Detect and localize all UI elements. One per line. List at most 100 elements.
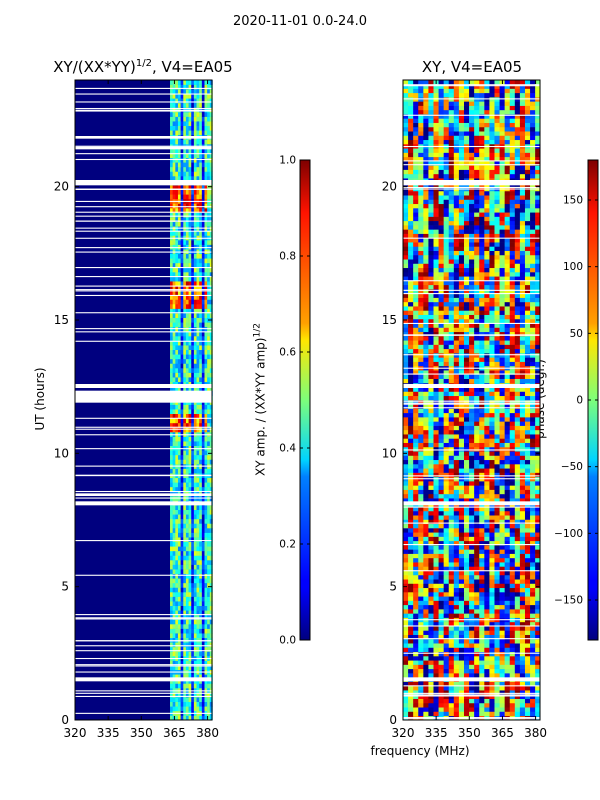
amp-cell	[177, 354, 181, 360]
amp-cell	[191, 125, 195, 131]
phase-cell	[530, 685, 536, 691]
phase-cell	[530, 532, 536, 537]
phase-cell	[479, 464, 485, 469]
phase-cell	[438, 310, 444, 315]
phase-cell	[413, 348, 419, 354]
amp-cell	[209, 409, 213, 415]
amp-cell	[175, 84, 179, 90]
phase-cell	[499, 540, 505, 546]
amp-cell	[196, 276, 200, 282]
amp-cell	[209, 272, 213, 277]
amp-cell	[199, 546, 203, 552]
amp-x-tick-label: 380	[196, 726, 219, 740]
phase-cell	[509, 609, 516, 614]
amp-cell	[170, 637, 173, 643]
phase-cell	[479, 310, 485, 315]
phase-cell	[458, 378, 465, 384]
phase-cell	[458, 493, 465, 499]
amp-cell	[175, 605, 179, 611]
phase-cell	[453, 459, 460, 465]
phase-cell	[423, 604, 429, 610]
phase-cell	[509, 314, 516, 320]
amp-cell	[188, 253, 192, 259]
phase-cell	[535, 489, 541, 495]
amp-cell	[175, 326, 179, 332]
phase-cell	[489, 583, 495, 589]
amp-cell	[201, 84, 205, 90]
phase-cell	[474, 370, 480, 375]
phase-cell	[403, 489, 409, 495]
amp-cell	[170, 121, 173, 127]
phase-cell	[463, 421, 470, 426]
amp-x-tick-label: 365	[163, 726, 186, 740]
amp-cell	[177, 148, 181, 154]
phase-cell	[443, 421, 450, 426]
phase-cell	[530, 434, 536, 439]
amp-cell	[199, 582, 203, 588]
phase-cell	[474, 630, 480, 635]
phase-cell	[519, 336, 526, 341]
amp-cell	[193, 116, 197, 122]
amp-cell	[188, 272, 192, 277]
phase-cell	[489, 348, 495, 354]
phase-cell	[438, 472, 444, 478]
phase-cell	[453, 400, 460, 405]
amp-cell	[193, 244, 197, 250]
amp-cell	[193, 573, 197, 579]
amp-cell	[188, 601, 192, 607]
phase-cell	[494, 310, 500, 315]
phase-cell	[509, 395, 516, 401]
amp-cell	[183, 372, 187, 378]
amp-cell	[177, 253, 181, 259]
amp-cell	[185, 660, 189, 666]
phase-cell	[403, 523, 409, 529]
phase-cell	[499, 485, 505, 490]
phase-cell	[524, 451, 531, 456]
phase-cell	[504, 434, 511, 439]
phase-cell	[530, 310, 536, 315]
amp-cell	[188, 450, 192, 456]
amp-cell	[204, 112, 208, 117]
amp-cell	[201, 715, 205, 721]
amp-cell	[209, 148, 213, 154]
phase-cell	[423, 412, 429, 418]
amp-cell	[175, 541, 179, 547]
phase-cell	[484, 451, 490, 456]
amp-cell	[175, 569, 179, 575]
phase-cell	[524, 660, 531, 665]
amp-flag-line	[75, 428, 212, 430]
phase-cell	[469, 421, 475, 426]
phase-cell	[453, 391, 460, 397]
phase-cell	[484, 348, 490, 354]
phase-cell	[524, 634, 531, 640]
amp-cell	[209, 281, 213, 287]
phase-cell	[433, 651, 439, 657]
amp-cell	[191, 637, 195, 643]
phase-cell	[489, 681, 495, 687]
phase-cell	[453, 707, 460, 712]
phase-cell	[433, 515, 439, 520]
amp-cell	[199, 89, 203, 95]
amp-cell	[209, 692, 213, 698]
phase-cell	[524, 468, 531, 473]
phase-cell	[458, 553, 465, 559]
phase-cell	[494, 638, 500, 644]
amp-cell	[183, 308, 187, 314]
phase-cell	[413, 660, 419, 665]
phase-cell	[433, 301, 439, 307]
phase-cell	[530, 323, 536, 328]
amp-cell	[185, 354, 189, 360]
amp-cell	[185, 468, 189, 474]
amp-cell	[207, 372, 211, 378]
phase-cell	[504, 361, 511, 367]
phase-cell	[403, 442, 409, 448]
phase-cell	[530, 579, 536, 584]
phase-cell	[479, 361, 485, 367]
phase-cell	[514, 549, 521, 554]
amp-cell	[185, 217, 189, 223]
amp-cell	[199, 299, 203, 305]
phase-cell	[499, 400, 505, 405]
amp-cell	[191, 592, 195, 597]
phase-cell	[509, 651, 516, 657]
phase-cell	[428, 694, 434, 699]
